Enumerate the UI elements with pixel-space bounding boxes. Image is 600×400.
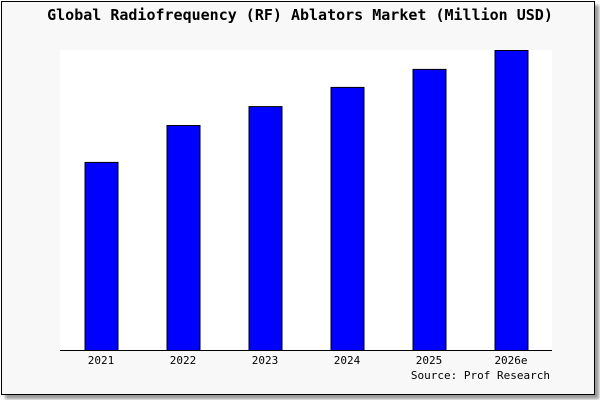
bar-2026e bbox=[494, 50, 529, 351]
chart-title: Global Radiofrequency (RF) Ablators Mark… bbox=[47, 6, 553, 24]
bar-2021 bbox=[84, 161, 119, 351]
x-tick-label: 2022 bbox=[170, 354, 197, 367]
bar-2023 bbox=[248, 106, 283, 351]
x-tick-label: 2025 bbox=[416, 354, 443, 367]
x-tick-label: 2026e bbox=[494, 354, 527, 367]
x-tick-label: 2024 bbox=[334, 354, 361, 367]
plot-area bbox=[60, 50, 552, 350]
x-tick-label: 2023 bbox=[252, 354, 279, 367]
bar-2024 bbox=[330, 86, 365, 352]
bar-2022 bbox=[166, 125, 201, 351]
source-note: Source: Prof Research bbox=[411, 369, 550, 382]
x-tick-label: 2021 bbox=[88, 354, 115, 367]
bar-2025 bbox=[412, 68, 447, 352]
